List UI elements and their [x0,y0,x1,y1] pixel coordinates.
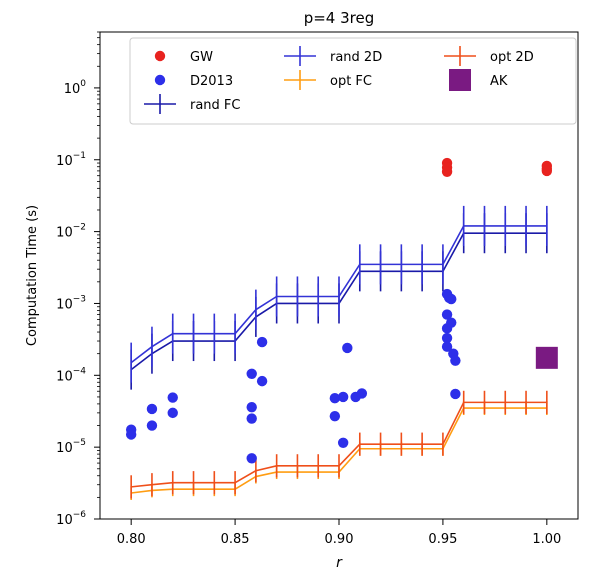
point-d2013 [450,355,461,366]
legend-box [129,37,577,125]
x-tick-label: 0.85 [221,532,250,547]
point-d2013 [246,453,257,464]
point-d2013 [146,420,158,431]
point-gw [441,166,453,177]
point-d2013 [256,336,268,348]
legend-marker-d2013 [154,74,166,86]
point-d2013 [441,332,453,344]
point-d2013 [246,368,257,379]
y-tick-label: 10−1 [56,151,86,169]
legend-label-opt-fc: opt FC [330,74,372,89]
point-gw [541,165,553,177]
legend-label-ak: AK [490,74,508,89]
point-d2013 [441,341,453,352]
point-d2013 [450,388,461,400]
point-d2013 [246,413,257,424]
y-tick-label: 10−3 [56,294,86,312]
legend-label-d2013: D2013 [190,74,233,89]
legend-label-rand-2d: rand 2D [330,50,382,65]
legend-marker-gw [154,50,166,62]
x-tick-label: 0.80 [117,532,146,547]
point-d2013 [125,429,137,440]
point-d2013 [329,410,341,422]
point-d2013 [441,309,453,320]
legend-label-gw: GW [190,50,213,65]
y-tick-label: 10−5 [56,438,86,456]
point-d2013 [337,391,349,403]
axes: 0.80 0.85 0.90 0.95 1.00 10−6 10−5 10−4 10−3 10−2… [56,31,561,547]
x-tick-label: 0.90 [325,532,354,547]
point-d2013 [167,407,178,419]
point-d2013 [256,375,268,387]
point-d2013 [342,342,353,354]
point-ak [535,346,558,369]
y-tick-label: 100 [64,79,87,97]
y-tick-label: 10−2 [56,223,86,241]
y-tick-label: 10−4 [56,366,86,384]
plot-marks [125,157,558,500]
y-axis-label: Computation Time (s) [25,205,40,346]
point-d2013 [329,393,341,404]
legend: GW rand 2D opt 2D D2013 opt FC AK rand FC [129,37,577,125]
point-d2013 [146,403,158,415]
chart-title: p=4 3reg [304,9,375,27]
x-tick-label: 0.95 [428,532,457,547]
y-tick-label: 10−6 [56,510,86,528]
x-tick-label: 1.00 [532,532,561,547]
point-d2013 [246,401,257,413]
legend-label-rand-fc: rand FC [190,98,241,113]
point-d2013 [446,317,457,328]
point-d2013 [337,437,349,448]
point-d2013 [356,388,368,399]
point-d2013 [446,293,457,305]
legend-marker-ak [449,69,471,91]
point-d2013 [167,392,178,403]
x-axis-label: r [336,555,343,567]
legend-label-opt-2d: opt 2D [490,50,534,65]
